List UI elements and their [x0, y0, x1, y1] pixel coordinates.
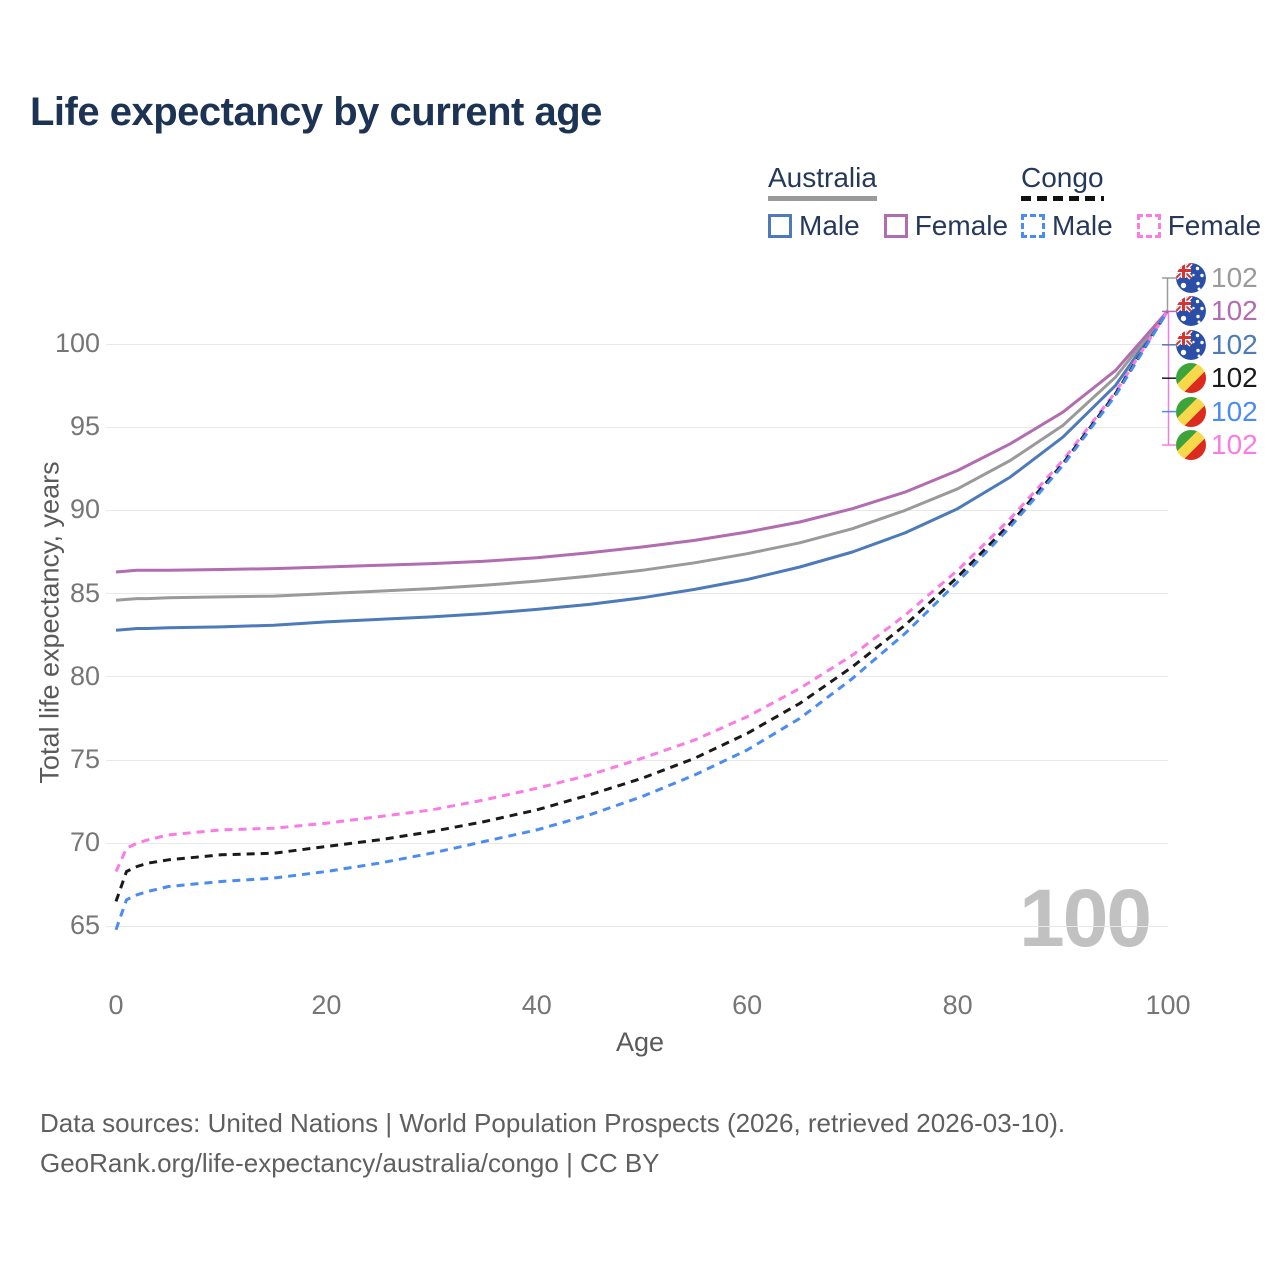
legend-item-australia-female[interactable]: Female [883, 210, 1009, 242]
congo-flag-icon [1176, 363, 1206, 394]
series-line-australia-male [115, 309, 1170, 632]
legend-group-australia: Australia Male Female [768, 162, 1008, 242]
australia-flag-icon [1176, 296, 1206, 327]
gridline-75 [106, 759, 1168, 761]
end-label-row-4: 102 [1176, 395, 1258, 427]
end-value-label: 102 [1211, 429, 1258, 460]
legend-country-congo[interactable]: Congo [1021, 162, 1104, 201]
y-tick-90: 90 [69, 494, 100, 525]
gridline-80 [106, 676, 1168, 678]
legend-country-australia[interactable]: Australia [768, 162, 877, 201]
congo-male-swatch [1021, 214, 1045, 238]
y-tick-70: 70 [69, 827, 100, 858]
end-value-label: 102 [1211, 295, 1258, 327]
congo-female-swatch [1136, 214, 1161, 238]
end-label-row-2: 102 [1176, 328, 1258, 360]
gridline-70 [106, 842, 1168, 844]
australia-flag-icon [1176, 263, 1206, 293]
congo-flag-icon [1176, 430, 1206, 460]
x-tick-100: 100 [1145, 990, 1191, 1020]
end-label-row-0: 102 [1176, 263, 1258, 293]
legend-label-congo-female: Female [1167, 210, 1262, 241]
legend-group-congo: Congo Male Female [1021, 162, 1261, 242]
end-label-row-5: 102 [1176, 430, 1258, 460]
series-line-congo-both [114, 309, 1170, 902]
y-tick-95: 95 [69, 411, 100, 442]
gridline-100 [106, 343, 1168, 345]
end-label-row-3: 102 [1176, 362, 1258, 394]
x-tick-0: 0 [108, 990, 124, 1020]
end-label-row-1: 102 [1176, 295, 1258, 327]
legend-label-australia-female: Female [914, 210, 1009, 241]
attribution-link[interactable]: GeoRank.org/life-expectancy/australia/co… [40, 1148, 660, 1178]
gridline-90 [106, 509, 1168, 511]
end-value-label: 102 [1211, 328, 1258, 360]
y-tick-85: 85 [69, 577, 100, 608]
legend-item-congo-male[interactable]: Male [1021, 210, 1113, 242]
legend-label-congo-male: Male [1052, 210, 1113, 241]
legend-item-australia-male[interactable]: Male [768, 210, 860, 242]
legend-item-congo-female[interactable]: Female [1136, 210, 1262, 242]
gridline-85 [106, 593, 1168, 595]
gridline-95 [106, 426, 1168, 428]
australia-female-swatch [883, 214, 908, 238]
x-tick-40: 40 [521, 990, 552, 1020]
end-value-label: 102 [1211, 395, 1258, 427]
y-tick-75: 75 [69, 744, 100, 774]
legend-label-australia-male: Male [799, 210, 860, 241]
series-line-australia-female [115, 309, 1170, 574]
australia-solid-line-swatch [768, 196, 877, 201]
legend-country-australia-label: Australia [768, 162, 877, 193]
page-title: Life expectancy by current age [30, 90, 602, 134]
legend-country-congo-label: Congo [1021, 162, 1104, 193]
series-line-australia-both [115, 309, 1170, 602]
congo-flag-icon [1176, 396, 1206, 427]
australia-male-swatch [768, 214, 792, 238]
series-line-congo-female [114, 309, 1170, 873]
series-line-congo-male [114, 309, 1170, 931]
age-counter-watermark: 100 [1019, 873, 1152, 964]
y-tick-80: 80 [69, 660, 100, 691]
end-value-label: 102 [1211, 262, 1258, 293]
x-tick-80: 80 [942, 990, 973, 1020]
end-value-label: 102 [1211, 362, 1258, 394]
gridline-65 [106, 925, 1168, 927]
x-tick-20: 20 [311, 990, 342, 1020]
x-axis-title: Age [615, 1027, 665, 1057]
y-tick-100: 100 [54, 328, 100, 358]
x-tick-60: 60 [732, 990, 763, 1020]
australia-flag-icon [1176, 329, 1206, 360]
data-sources-text: Data sources: United Nations | World Pop… [40, 1108, 1066, 1138]
congo-dashed-line-swatch [1021, 196, 1104, 201]
y-tick-65: 65 [69, 910, 100, 941]
